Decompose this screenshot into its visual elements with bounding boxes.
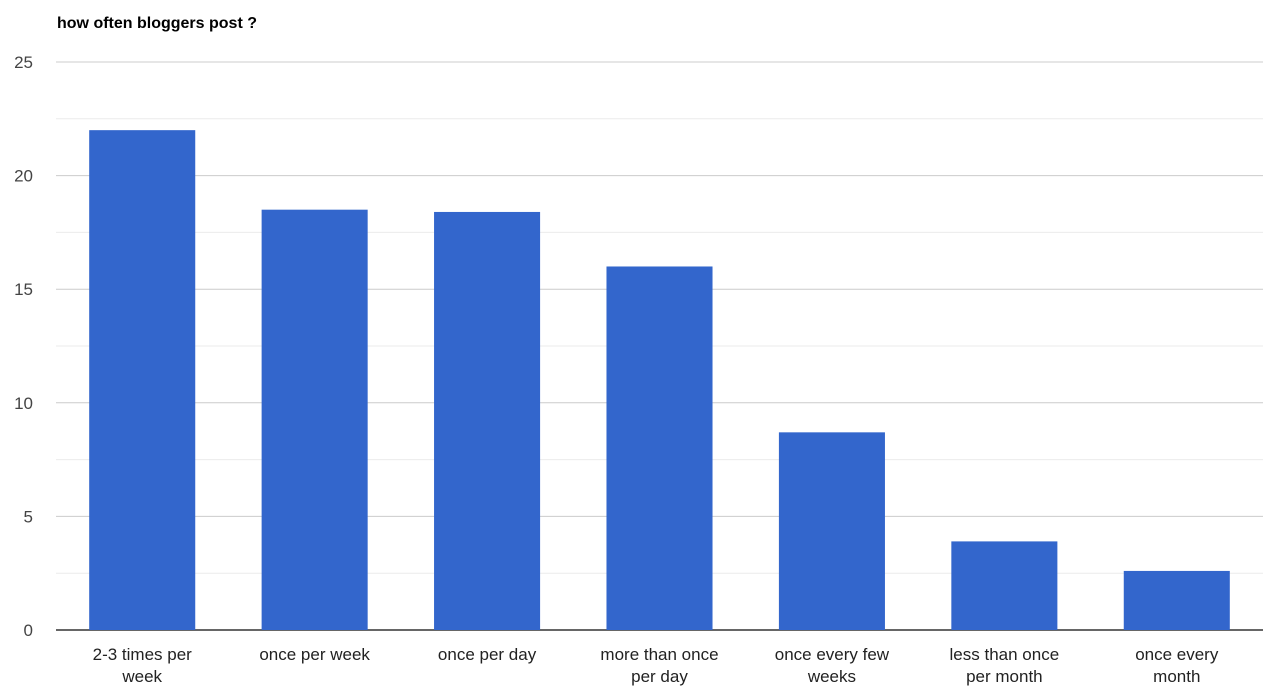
x-tick-label: less than once per month (950, 645, 1060, 686)
y-tick-label: 5 (24, 507, 33, 526)
y-tick-label: 20 (14, 167, 33, 186)
y-tick-label: 0 (24, 621, 33, 640)
bar (434, 211, 541, 630)
bars (89, 130, 1230, 630)
bar (778, 432, 885, 630)
bar (951, 541, 1058, 630)
x-tick-label: 2-3 times per week (93, 645, 193, 686)
x-tick-label: once per day (438, 645, 537, 664)
x-tick-label: once per week (259, 645, 370, 664)
x-axis-ticks: 2-3 times per week once per week once per d… (93, 645, 1219, 686)
y-tick-label: 25 (14, 53, 33, 72)
y-axis-ticks: 0 5 10 15 20 25 (14, 53, 33, 640)
bar (261, 209, 368, 630)
x-tick-label: more than once per day (600, 645, 718, 686)
chart-title: how often bloggers post ? (57, 15, 257, 32)
bar (606, 266, 713, 630)
bar (1123, 570, 1230, 630)
x-tick-label: once every month (1135, 645, 1219, 686)
bar (89, 130, 196, 630)
y-tick-label: 15 (14, 280, 33, 299)
x-tick-label: once every few weeks (775, 645, 890, 686)
y-tick-label: 10 (14, 394, 33, 413)
